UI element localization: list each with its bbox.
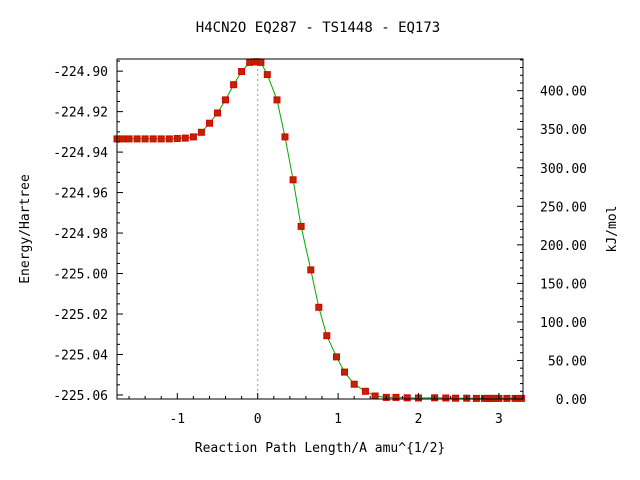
data-point [206,119,213,127]
data-point [157,135,165,143]
x-tick-label: 1 [334,412,342,427]
data-point [472,394,480,402]
y-tick-label: -225.06 [53,389,108,404]
data-point [230,81,238,89]
data-point [197,128,205,136]
x-tick-label: -1 [169,412,185,427]
y-tick-label: -224.92 [53,106,108,121]
data-point [297,222,305,230]
data-point [281,133,289,141]
x-tick-label: 2 [415,412,423,427]
data-point [141,135,149,143]
data-point [323,332,331,340]
data-point [392,393,400,401]
y2-tick-label: 100.00 [540,316,587,331]
data-point [517,394,525,402]
data-point [149,135,157,143]
x-axis-label: Reaction Path Length/A amu^{1/2} [195,441,445,456]
data-point [350,380,358,388]
data-point [133,135,141,143]
data-point [214,109,221,117]
data-point [263,71,271,79]
y2-tick-label: 150.00 [540,277,587,292]
data-point [189,133,197,141]
y-tick-label: -224.90 [53,65,108,80]
data-point [173,135,181,142]
y-tick-label: -225.00 [53,268,108,283]
data-point [222,96,229,104]
data-point [257,58,265,66]
y-tick-label: -224.94 [53,146,108,161]
y2-tick-label: 200.00 [540,239,587,254]
y2-axis-label: kJ/mol [605,206,620,253]
chart-title: H4CN2O EQ287 - TS1448 - EQ173 [196,20,440,36]
data-point [165,135,173,143]
y-tick-label: -225.02 [53,308,108,323]
y-tick-label: -225.04 [53,348,108,363]
data-point [119,135,127,143]
x-tick-label: 0 [254,412,262,427]
data-point [125,135,133,143]
energy-curve [117,61,522,399]
y2-tick-label: 250.00 [540,200,587,215]
data-point [341,368,348,376]
y2-tick-label: 350.00 [540,123,587,138]
axis-ticks [117,59,523,400]
plot-area [113,58,525,402]
y2-tick-label: 0.00 [556,393,587,408]
plot-frame [116,58,524,400]
data-point [371,392,379,400]
data-point [307,266,315,274]
data-point [403,394,411,402]
y2-tick-label: 300.00 [540,162,587,177]
data-point [361,387,369,395]
data-point [315,303,323,311]
y2-tick-label: 50.00 [548,354,587,369]
x-tick-label: 3 [495,412,503,427]
y-tick-label: -224.98 [53,227,108,242]
data-point [181,134,189,142]
tick-labels: -1 0 1 2 3 -224.90 -224.92 -224.94 -224.96 -224.9… [53,65,587,427]
data-point [273,96,281,104]
data-point [333,353,340,361]
y-tick-label: -224.96 [53,187,108,202]
y2-tick-label: 400.00 [540,85,587,100]
data-point [442,394,450,402]
y-axis-label: Energy/Hartree [18,174,33,284]
data-point [503,394,511,402]
data-point [452,394,459,402]
data-point [238,68,246,75]
data-point [289,176,297,184]
